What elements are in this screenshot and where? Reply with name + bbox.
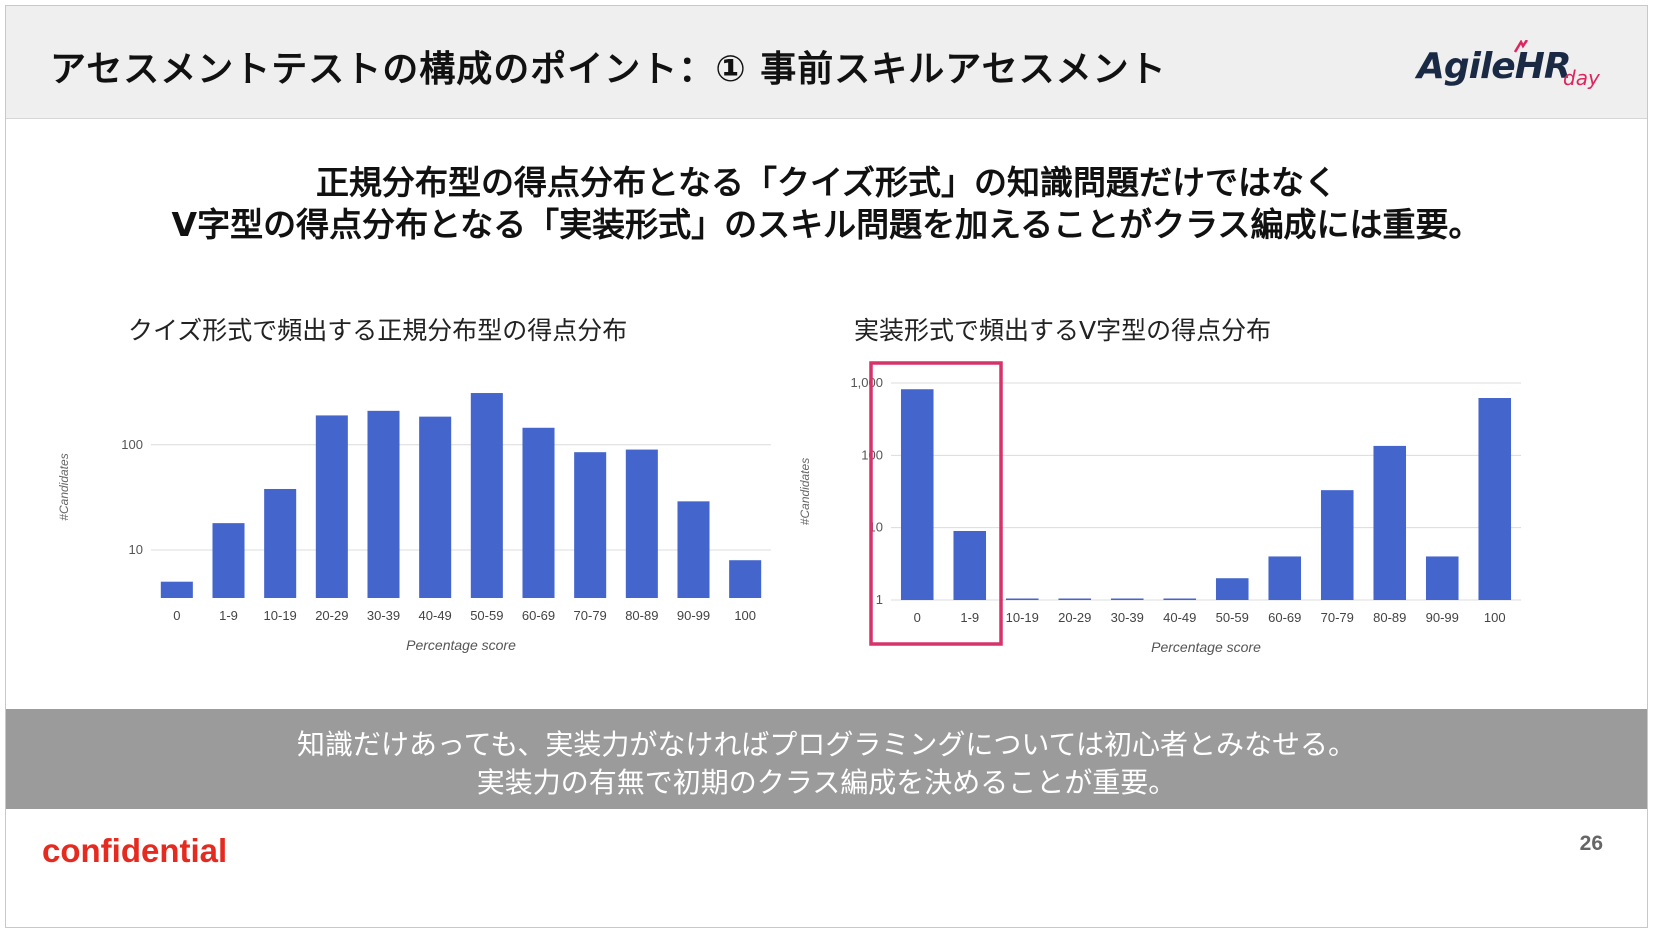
bar-50-59 (470, 393, 503, 598)
x-tick-label: 100 (734, 608, 756, 623)
x-tick-label: 90-99 (677, 608, 710, 623)
summary-band: 知識だけあっても、実装力がなければプログラミングについては初心者とみなせる。 実… (6, 709, 1647, 809)
page-title: アセスメントテストの構成のポイント：① 事前スキルアセスメント (50, 49, 1167, 90)
x-tick-label: 70-79 (574, 608, 607, 623)
logo-main-text: AgileHR (1417, 46, 1572, 87)
bar-100 (729, 560, 762, 598)
summary-line-2: 実装力の有無で初期のクラス編成を決めることが重要。 (476, 766, 1177, 799)
bar-20-29 (315, 415, 348, 598)
bar-1-9 (953, 530, 987, 600)
x-tick-label: 60-69 (1268, 610, 1301, 625)
bar-80-89 (1373, 445, 1407, 600)
x-tick-label: 20-29 (1058, 610, 1091, 625)
bar-90-99 (1425, 556, 1459, 600)
bar-50-59 (1215, 578, 1249, 600)
bar-1-9 (212, 523, 245, 598)
x-tick-label: 40-49 (1163, 610, 1196, 625)
bar-40-49 (419, 416, 452, 598)
confidential-label: confidential (42, 832, 228, 869)
right-chart-title: 実装形式で頻出するV字型の得点分布 (854, 316, 1272, 345)
y-tick-label: 1,000 (850, 375, 883, 390)
bar-40-49 (1163, 598, 1197, 600)
x-tick-label: 90-99 (1426, 610, 1459, 625)
page-number: 26 (1579, 832, 1603, 855)
x-tick-label: 1-9 (219, 608, 238, 623)
x-tick-label: 30-39 (367, 608, 400, 623)
x-axis-label: Percentage score (406, 637, 516, 653)
x-tick-label: 10-19 (264, 608, 297, 623)
x-tick-label: 10-19 (1006, 610, 1039, 625)
y-tick-label: 100 (121, 437, 143, 452)
x-tick-label: 50-59 (470, 608, 503, 623)
y-axis-label: #Candidates (57, 453, 71, 520)
bar-70-79 (1320, 490, 1354, 600)
bar-60-69 (522, 427, 555, 598)
bar-100 (1478, 398, 1512, 600)
x-tick-label: 20-29 (315, 608, 348, 623)
bar-10-19 (1005, 598, 1039, 600)
left-chart: 10 100 #Candidates 0 1-9 10-19 20-29 30-39 40-49… (57, 393, 771, 653)
y-axis-label: #Candidates (798, 458, 812, 525)
bar-30-39 (367, 410, 400, 598)
x-tick-label: 40-49 (419, 608, 452, 623)
left-chart-title: クイズ形式で頻出する正規分布型の得点分布 (128, 316, 628, 345)
y-tick-label: 10 (129, 542, 143, 557)
x-tick-label: 50-59 (1216, 610, 1249, 625)
x-tick-label: 70-79 (1321, 610, 1354, 625)
bar-0 (160, 581, 193, 598)
bar-90-99 (677, 501, 710, 598)
x-tick-label: 0 (173, 608, 180, 623)
x-tick-label: 80-89 (625, 608, 658, 623)
agilehr-logo: AgileHR day (1417, 40, 1607, 98)
header-bar: アセスメントテストの構成のポイント：① 事前スキルアセスメント AgileHR … (6, 6, 1647, 119)
headline-line-2: V字型の得点分布となる「実装形式」のスキル問題を加えることがクラス編成には重要。 (171, 205, 1482, 244)
x-tick-label: 0 (914, 610, 921, 625)
summary-line-1: 知識だけあっても、実装力がなければプログラミングについては初心者とみなせる。 (297, 728, 1356, 761)
logo-mark-icon (1513, 40, 1529, 53)
x-tick-label: 60-69 (522, 608, 555, 623)
slide: アセスメントテストの構成のポイント：① 事前スキルアセスメント AgileHR … (5, 5, 1648, 928)
bar-0 (900, 389, 934, 600)
x-tick-label: 100 (1484, 610, 1506, 625)
y-tick-label: 1 (876, 592, 883, 607)
x-tick-label: 30-39 (1111, 610, 1144, 625)
bar-30-39 (1110, 598, 1144, 600)
x-axis-label: Percentage score (1151, 639, 1261, 655)
bar-80-89 (625, 449, 658, 598)
highlight-box (869, 361, 1003, 646)
logo-sub-text: day (1563, 66, 1600, 90)
bar-70-79 (574, 452, 607, 598)
bar-10-19 (264, 488, 297, 598)
x-tick-label: 1-9 (960, 610, 979, 625)
x-tick-label: 80-89 (1373, 610, 1406, 625)
bar-60-69 (1268, 556, 1302, 600)
bar-20-29 (1058, 598, 1092, 600)
headline-line-1: 正規分布型の得点分布となる「クイズ形式」の知識問題だけではなく (315, 163, 1338, 202)
